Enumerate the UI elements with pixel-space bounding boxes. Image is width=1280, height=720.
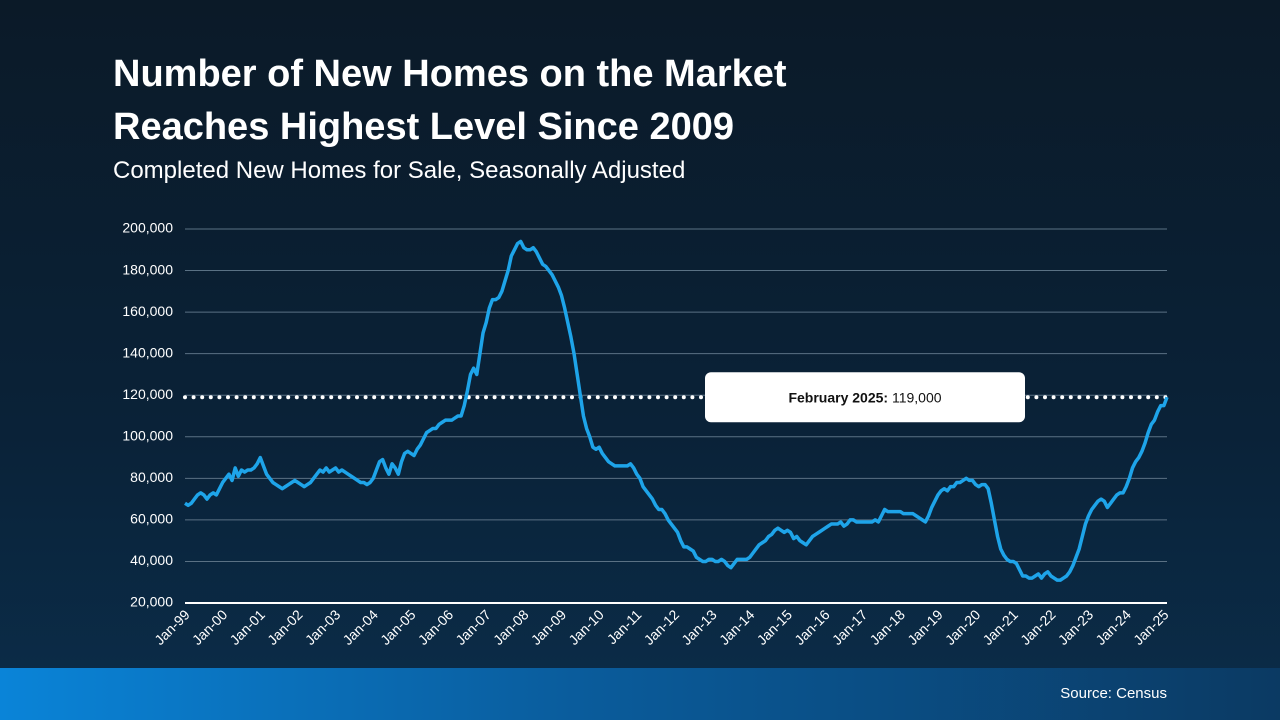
x-tick-label: Jan-17 [829,606,871,648]
footer-bar [0,668,1280,720]
y-tick-label: 120,000 [122,386,173,402]
x-tick-label: Jan-07 [452,606,494,648]
x-tick-label: Jan-01 [226,606,268,648]
y-tick-label: 40,000 [130,552,173,568]
x-tick-label: Jan-11 [604,606,645,647]
chart-subtitle: Completed New Homes for Sale, Seasonally… [113,157,686,184]
y-tick-label: 200,000 [122,220,173,236]
x-tick-label: Jan-03 [302,606,344,648]
x-tick-label: Jan-16 [791,606,833,648]
source-note: Source: Census [1060,685,1167,702]
x-tick-label: Jan-08 [490,606,532,648]
y-tick-label: 140,000 [122,344,173,360]
x-tick-label: Jan-19 [904,606,946,648]
annotation-box [705,372,1025,423]
x-tick-label: Jan-20 [942,606,984,648]
annotation-label: February 2025: [788,389,888,405]
x-tick-label: Jan-12 [641,606,683,648]
chart-title: Number of New Homes on the Market Reache… [113,53,787,148]
x-tick-label: Jan-22 [1017,606,1059,648]
x-tick-label: Jan-00 [189,606,231,648]
x-tick-label: Jan-25 [1130,606,1172,648]
y-tick-label: 20,000 [130,594,173,610]
data-line [184,239,1169,582]
x-tick-label: Jan-05 [377,606,419,648]
x-tick-label: Jan-13 [678,606,720,648]
x-tick-label: Jan-09 [528,606,570,648]
x-tick-label: Jan-18 [866,606,908,648]
x-tick-label: Jan-06 [415,606,457,648]
y-tick-label: 100,000 [122,427,173,443]
annotation-value: 119,000 [892,389,942,405]
chart: 20,000 40,000 60,000 80,000 100,000 120,000 14… [122,220,1172,648]
y-tick-label: 180,000 [122,261,173,277]
x-tick-label: Jan-14 [716,606,758,648]
x-tick-label: Jan-21 [979,606,1021,648]
x-tick-label: Jan-10 [565,606,607,648]
x-tick-label: Jan-04 [339,606,381,648]
x-tick-label: Jan-15 [754,606,796,648]
x-tick-label: Jan-24 [1092,606,1134,648]
annotation-text: February 2025: 119,000 [788,389,941,405]
y-tick-label: 160,000 [122,303,173,319]
x-tick-label: Jan-23 [1055,606,1097,648]
y-tick-label: 60,000 [130,511,173,527]
y-tick-label: 80,000 [130,469,173,485]
x-tick-label: Jan-99 [151,606,193,648]
x-tick-label: Jan-02 [264,606,306,648]
